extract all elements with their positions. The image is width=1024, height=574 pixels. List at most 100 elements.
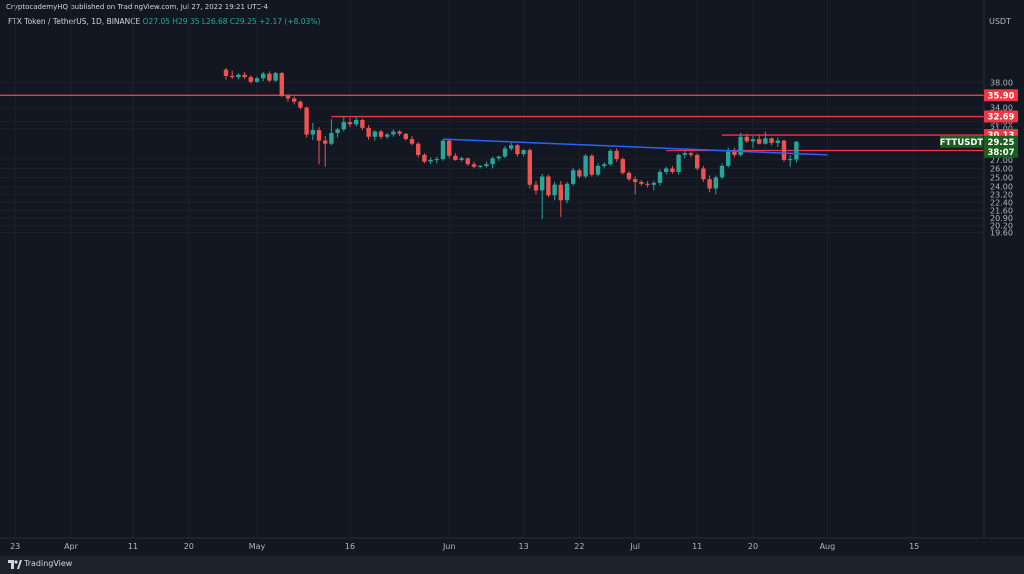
candle-body xyxy=(416,143,421,155)
footer-bar: TradingView xyxy=(0,556,1024,574)
candle-body xyxy=(657,171,663,183)
candle-body xyxy=(602,164,607,166)
candle-body xyxy=(688,153,694,155)
candle-body xyxy=(310,130,315,135)
candle-body xyxy=(397,131,402,134)
candle-body xyxy=(273,73,278,81)
candle-body xyxy=(242,74,247,78)
candle-body xyxy=(552,184,557,196)
candle-body xyxy=(595,165,601,175)
candle-body xyxy=(292,98,297,102)
candle-body xyxy=(738,136,743,155)
candle-body xyxy=(664,168,669,172)
candle-body xyxy=(701,168,706,180)
candle-body xyxy=(527,150,532,185)
symbol-title: FTX Token / TetherUS, 1D, BINANCE xyxy=(8,17,141,26)
price-tick-label: 22.40 xyxy=(990,198,1013,207)
candle-body xyxy=(434,159,439,161)
candlesticks xyxy=(223,67,799,220)
candle-body xyxy=(502,148,508,157)
descending-trendline xyxy=(442,138,828,156)
candle-body xyxy=(471,164,477,167)
candle-body xyxy=(378,131,384,137)
candle-body xyxy=(254,78,260,82)
candle-body xyxy=(620,159,625,173)
time-tick-label: 22 xyxy=(574,542,584,551)
price-tick-label: 20.90 xyxy=(990,214,1013,223)
level-price-label: 32.69 xyxy=(988,113,1015,123)
time-tick-label: Jun xyxy=(442,542,456,551)
candle-body xyxy=(248,77,253,82)
time-axis: 23 Apr 11 20 May 16 Jun 13 22 Jul 11 20 Aug 15 xyxy=(10,542,919,551)
time-tick-label: 15 xyxy=(909,542,919,551)
candle-body xyxy=(316,130,322,141)
candle-body xyxy=(372,131,377,137)
candle-body xyxy=(267,73,272,81)
candle-body xyxy=(639,181,644,184)
candle-body xyxy=(589,155,594,175)
time-tick-label: 11 xyxy=(128,542,138,551)
trendline-layer xyxy=(442,138,828,156)
price-tick-label: 38.00 xyxy=(990,78,1013,87)
candle-body xyxy=(558,184,563,201)
last-price-label: 29.25 xyxy=(988,138,1015,148)
level-price-tag xyxy=(984,110,1018,123)
bar-countdown-label: 38:07 xyxy=(987,148,1014,158)
candle-body xyxy=(459,158,464,160)
candle-body xyxy=(626,172,632,180)
footer-brand: TradingView xyxy=(24,559,73,568)
price-chart[interactable]: USDT 38.0036.0034.0032.0031.0027.0026.00… xyxy=(0,0,1024,556)
candle-body xyxy=(521,150,526,155)
candle-body xyxy=(323,140,328,144)
last-price-tag xyxy=(984,135,1018,158)
candle-body xyxy=(533,184,539,191)
price-tick-label: 19.60 xyxy=(990,229,1013,238)
candle-body xyxy=(478,165,483,167)
candle-body xyxy=(360,119,365,128)
candle-body xyxy=(744,136,749,142)
candle-body xyxy=(515,145,520,155)
candle-body xyxy=(347,122,353,125)
candle-body xyxy=(496,156,501,159)
chart-grid xyxy=(0,0,984,538)
currency-label: USDT xyxy=(989,17,1011,26)
symbol-tag xyxy=(940,135,983,148)
candle-body xyxy=(484,164,489,166)
time-tick-label: May xyxy=(249,542,266,551)
candle-body xyxy=(447,140,452,156)
symbol-tag-label: FTTUSDT xyxy=(940,138,984,148)
candle-body xyxy=(750,139,756,142)
publisher-header: CryptocademyHQ published on TradingView.… xyxy=(6,3,269,11)
price-tick-label: 26.00 xyxy=(990,164,1013,173)
candle-body xyxy=(236,74,241,78)
candle-body xyxy=(713,177,718,189)
time-tick-label: 11 xyxy=(692,542,702,551)
candle-body xyxy=(571,170,576,184)
candle-body xyxy=(788,159,793,161)
time-tick-label: 20 xyxy=(184,542,194,551)
candle-body xyxy=(757,139,762,144)
time-tick-label: 23 xyxy=(10,542,20,551)
price-tick-label: 21.60 xyxy=(990,207,1013,216)
candle-body xyxy=(385,134,390,137)
candle-body xyxy=(329,133,334,144)
candle-body xyxy=(645,183,650,185)
candle-body xyxy=(354,119,359,125)
candle-body xyxy=(769,138,774,143)
candle-body xyxy=(732,151,737,155)
ohlc-values: O27.05 H29.35 L26.68 C29.25 +2.17 (+8.03… xyxy=(142,17,321,26)
level-price-tag xyxy=(984,89,1018,102)
candle-body xyxy=(366,127,371,137)
candle-body xyxy=(279,73,284,96)
candle-body xyxy=(707,179,712,189)
candle-body xyxy=(440,140,446,160)
candle-body xyxy=(583,155,588,177)
horizontal-levels xyxy=(0,94,984,152)
candle-body xyxy=(633,179,638,182)
price-tick-label: 25.00 xyxy=(990,173,1013,182)
price-tick-label: 34.00 xyxy=(990,104,1013,113)
price-tick-label: 23.20 xyxy=(990,190,1013,199)
candle-body xyxy=(428,159,433,162)
candle-body xyxy=(298,101,303,108)
